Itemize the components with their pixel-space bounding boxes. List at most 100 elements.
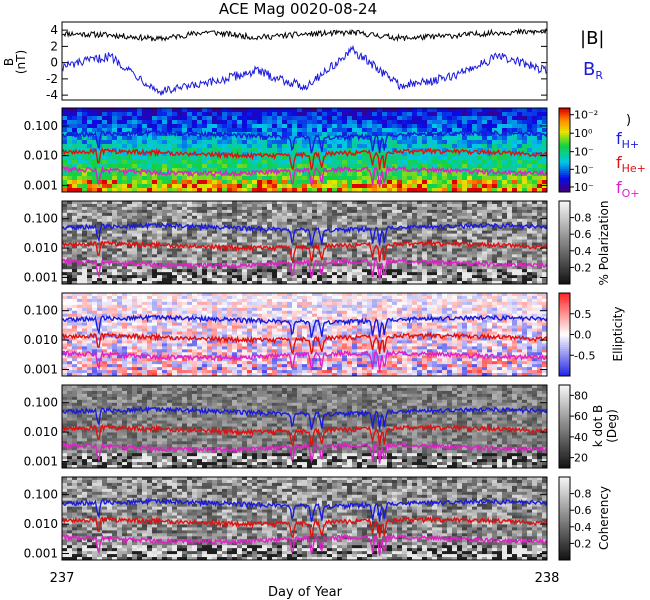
heatmap-cell <box>172 180 178 185</box>
heatmap-cell <box>317 224 323 229</box>
heatmap-cell <box>217 209 223 214</box>
heatmap-cell <box>82 124 88 129</box>
heatmap-cell <box>337 132 343 137</box>
heatmap-cell <box>107 218 113 223</box>
heatmap-cell <box>142 140 148 145</box>
heatmap-cell <box>82 176 88 181</box>
heatmap-cell <box>267 272 273 276</box>
heatmap-cell <box>507 164 513 169</box>
heatmap-cell <box>137 272 143 276</box>
heatmap-cell <box>182 227 188 232</box>
heatmap-cell <box>522 251 528 255</box>
heatmap-cell <box>462 144 468 149</box>
heatmap-cell <box>267 112 273 117</box>
heatmap-cell <box>387 278 393 282</box>
heatmap-cell <box>172 140 178 145</box>
heatmap-cell <box>102 254 108 258</box>
heatmap-cell <box>502 116 508 121</box>
heatmap-cell <box>342 176 348 181</box>
heatmap-cell <box>182 180 188 185</box>
heatmap-cell <box>127 188 133 193</box>
heatmap-cell <box>477 245 483 249</box>
heatmap-cell <box>382 242 388 246</box>
heatmap-cell <box>67 295 73 300</box>
heatmap-cell <box>267 242 273 246</box>
heatmap-cell <box>397 168 403 173</box>
heatmap-cell <box>72 251 78 255</box>
heatmap-cell <box>167 227 173 232</box>
heatmap-cell <box>132 144 138 149</box>
heatmap-cell <box>207 278 213 282</box>
heatmap-cell <box>67 245 73 249</box>
heatmap-cell <box>482 203 488 208</box>
heatmap-cell <box>412 144 418 149</box>
heatmap-cell <box>232 209 238 214</box>
heatmap-cell <box>427 136 433 141</box>
heatmap-cell <box>482 160 488 165</box>
heatmap-cell <box>167 269 173 273</box>
heatmap-cell <box>257 180 263 185</box>
heatmap-cell <box>342 251 348 255</box>
heatmap-cell <box>287 209 293 214</box>
heatmap-cell <box>317 209 323 214</box>
heatmap-cell <box>412 116 418 121</box>
heatmap-cell <box>357 132 363 137</box>
heatmap-cell <box>127 140 133 145</box>
heatmap-cell <box>332 248 338 252</box>
heatmap-cell <box>297 215 303 220</box>
heatmap-cell <box>382 218 388 223</box>
heatmap-cell <box>417 212 423 217</box>
heatmap-cell <box>147 152 153 157</box>
heatmap-cell <box>182 108 188 113</box>
heatmap-cell <box>277 215 283 220</box>
heatmap-cell <box>362 233 368 237</box>
heatmap-cell <box>302 233 308 237</box>
heatmap-cell <box>222 176 228 181</box>
heatmap-cell <box>337 239 343 243</box>
heatmap-cell <box>72 340 78 344</box>
heatmap-cell <box>272 275 278 279</box>
heatmap-cell <box>372 236 378 240</box>
heatmap-cell <box>477 281 483 285</box>
heatmap-cell <box>272 124 278 129</box>
heatmap-cell <box>432 239 438 243</box>
heatmap-cell <box>92 272 98 276</box>
heatmap-cell <box>352 172 358 177</box>
heatmap-cell <box>382 248 388 252</box>
heatmap-cell <box>352 108 358 113</box>
heatmap-cell <box>152 254 158 258</box>
heatmap-cell <box>152 278 158 282</box>
heatmap-cell <box>332 278 338 282</box>
heatmap-cell <box>252 108 258 113</box>
heatmap-cell <box>82 188 88 193</box>
heatmap-cell <box>477 164 483 169</box>
heatmap-cell <box>117 152 123 157</box>
heatmap-cell <box>377 201 383 205</box>
heatmap-cell <box>337 245 343 249</box>
heatmap-cell <box>327 275 333 279</box>
heatmap-cell <box>332 116 338 121</box>
heatmap-cell <box>147 144 153 149</box>
heatmap-cell <box>157 128 163 133</box>
heatmap-cell <box>167 148 173 153</box>
heatmap-cell <box>537 124 543 129</box>
heatmap-cell <box>177 206 183 211</box>
heatmap-cell <box>432 206 438 211</box>
heatmap-cell <box>192 239 198 243</box>
heatmap-cell <box>522 180 528 185</box>
heatmap-cell <box>137 132 143 137</box>
heatmap-cell <box>382 124 388 129</box>
heatmap-cell <box>527 266 533 270</box>
heatmap-cell <box>72 116 78 121</box>
heatmap-cell <box>287 132 293 137</box>
heatmap-cell <box>162 230 168 234</box>
heatmap-cell <box>77 188 83 193</box>
heatmap-cell <box>517 227 523 232</box>
heatmap-cell <box>277 248 283 252</box>
heatmap-cell <box>342 212 348 217</box>
heatmap-cell <box>397 176 403 181</box>
heatmap-cell <box>372 227 378 232</box>
heatmap-cell <box>357 212 363 217</box>
heatmap-cell <box>537 272 543 276</box>
heatmap-cell <box>222 164 228 169</box>
